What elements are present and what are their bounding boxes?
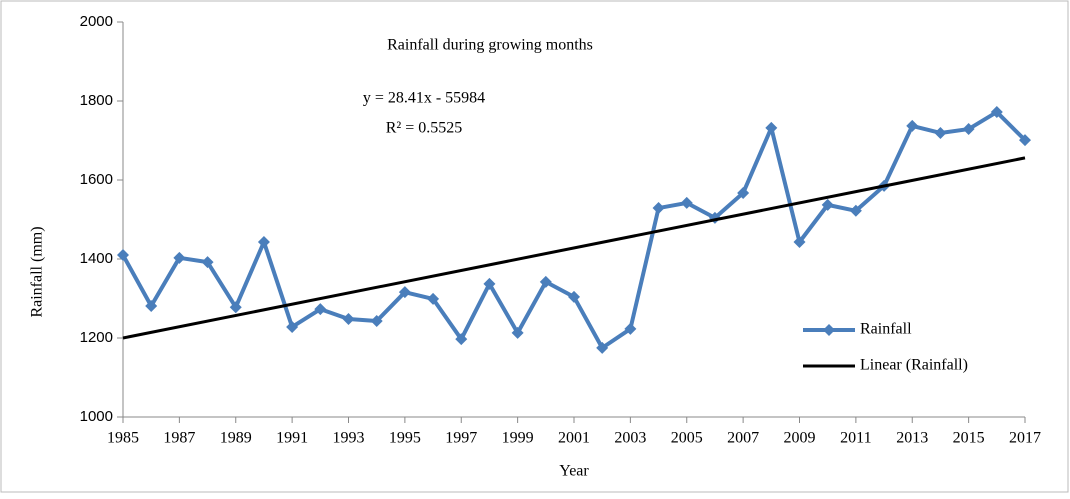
marker xyxy=(483,277,496,290)
marker xyxy=(737,187,750,200)
marker xyxy=(370,315,383,328)
x-tick-label: 2005 xyxy=(671,430,703,447)
x-tick-label: 2009 xyxy=(784,430,816,447)
x-tick-label: 1993 xyxy=(333,430,365,447)
x-tick-label: 2015 xyxy=(953,430,985,447)
x-tick-label: 1985 xyxy=(107,430,139,447)
x-tick-label: 1995 xyxy=(389,430,421,447)
y-tick-label: 1600 xyxy=(80,171,113,188)
marker xyxy=(793,236,806,249)
legend-marker xyxy=(823,324,835,336)
marker xyxy=(1019,134,1031,147)
x-tick-label: 2001 xyxy=(558,430,590,447)
x-tick-label: 1989 xyxy=(220,430,252,447)
marker xyxy=(229,301,242,314)
x-tick-label: 1999 xyxy=(502,430,534,447)
marker xyxy=(257,236,270,249)
x-tick-label: 2011 xyxy=(840,430,871,447)
marker xyxy=(906,119,919,132)
marker xyxy=(596,341,609,354)
marker xyxy=(342,313,355,326)
x-tick-label: 2003 xyxy=(614,430,646,447)
marker xyxy=(173,251,186,264)
marker xyxy=(652,202,665,215)
marker xyxy=(145,300,158,313)
r-squared: R² = 0.5525 xyxy=(386,120,463,137)
marker xyxy=(455,333,468,346)
marker xyxy=(990,106,1003,119)
marker xyxy=(821,198,834,211)
legend-label: Linear (Rainfall) xyxy=(860,357,968,374)
marker xyxy=(680,196,693,209)
y-tick-label: 1000 xyxy=(80,408,113,425)
y-tick-label: 2000 xyxy=(80,13,113,30)
marker xyxy=(962,123,975,136)
marker xyxy=(314,303,327,316)
y-tick-label: 1400 xyxy=(80,250,113,267)
x-tick-label: 1987 xyxy=(163,430,195,447)
marker xyxy=(117,249,129,262)
equation: y = 28.41x - 55984 xyxy=(363,90,485,107)
marker xyxy=(286,320,299,333)
marker xyxy=(934,126,947,139)
marker xyxy=(427,292,440,305)
y-tick-label: 1800 xyxy=(80,92,113,109)
marker xyxy=(765,121,778,134)
marker xyxy=(398,286,411,299)
marker xyxy=(201,256,214,269)
y-tick-label: 1200 xyxy=(80,329,113,346)
x-tick-label: 1997 xyxy=(445,430,477,447)
marker xyxy=(624,322,637,335)
x-tick-label: 2013 xyxy=(896,430,928,447)
trend-line xyxy=(122,156,1026,340)
x-tick-label: 2017 xyxy=(1009,430,1041,447)
legend-label: Rainfall xyxy=(860,321,912,338)
marker xyxy=(568,290,580,303)
x-tick-label: 1991 xyxy=(276,430,308,447)
x-tick-label: 2007 xyxy=(727,430,759,447)
marker xyxy=(511,326,524,339)
marker xyxy=(849,204,862,217)
y-axis-label: Rainfall (mm) xyxy=(29,226,46,317)
x-axis-label: Year xyxy=(559,463,589,480)
chart-title: Rainfall during growing months xyxy=(387,37,593,54)
marker xyxy=(539,275,552,288)
